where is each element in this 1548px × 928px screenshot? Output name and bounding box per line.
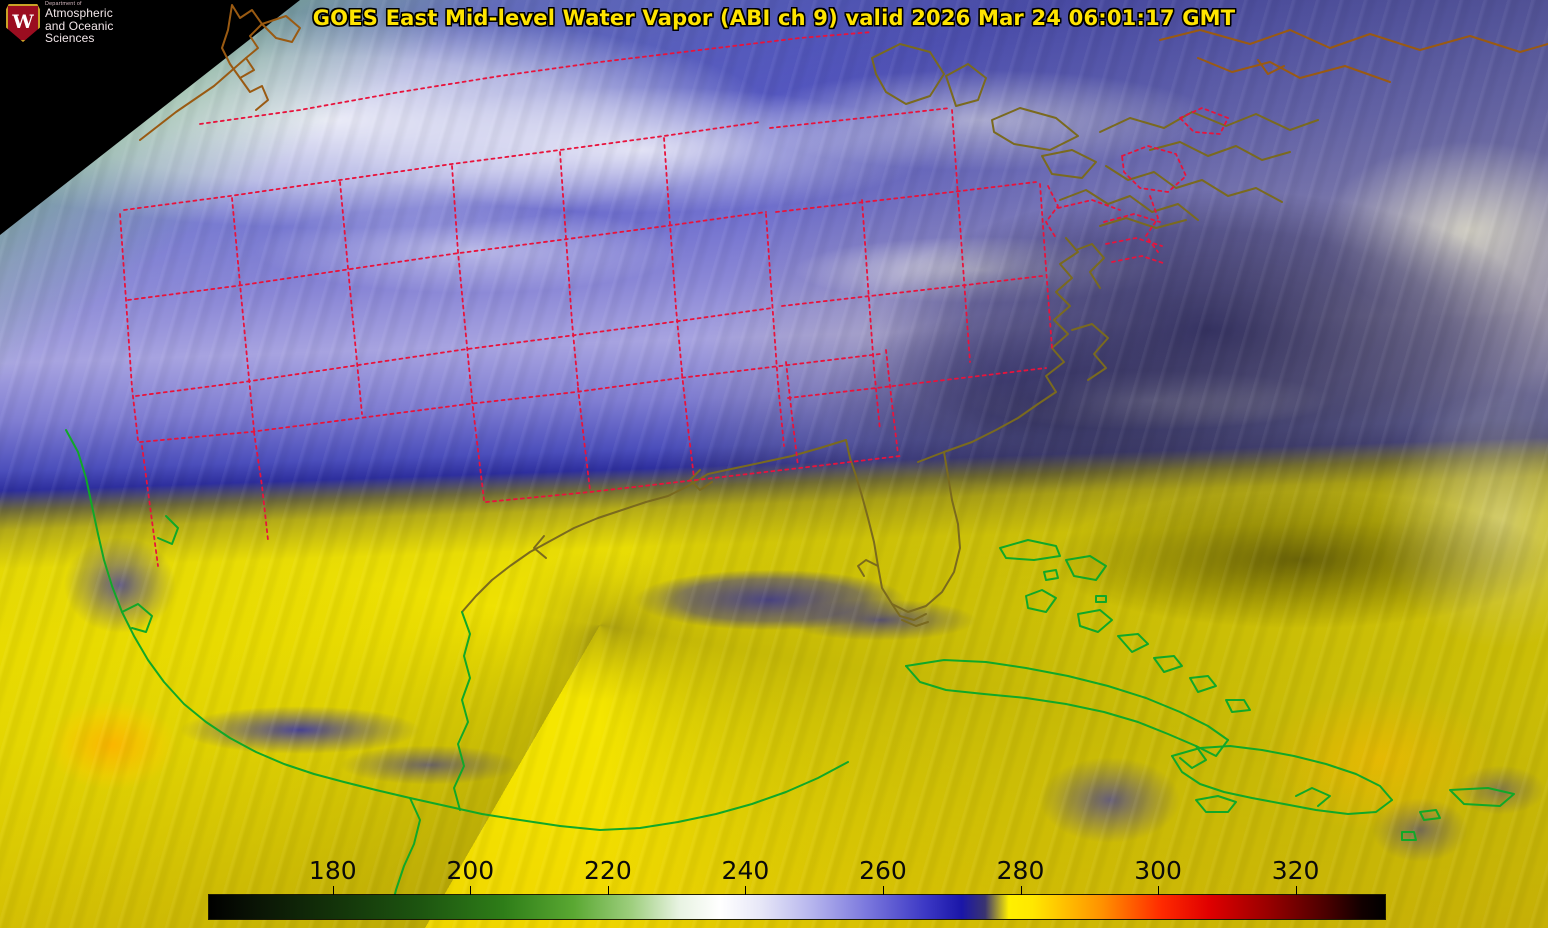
- logo-line-2: and Oceanic Sciences: [45, 18, 114, 45]
- logo-text-block: Department of Atmospheric and Oceanic Sc…: [45, 0, 162, 45]
- state-borders: [119, 31, 1229, 567]
- colorbar-tick-label: 280: [996, 856, 1045, 885]
- us-coastline: [461, 43, 1319, 627]
- colorbar-tick: [882, 886, 884, 895]
- logo-department-line: Department of: [45, 0, 82, 7]
- colorbar-tick: [1020, 886, 1022, 895]
- colorbar: 180 200 220 240 260 280 300 320: [208, 856, 1386, 920]
- uw-aos-logo: W Department of Atmospheric and Oceanic …: [0, 0, 162, 46]
- colorbar-tick: [745, 886, 747, 895]
- uw-crest-icon: W: [6, 4, 40, 42]
- colorbar-tick-label: 200: [446, 856, 495, 885]
- colorbar-tick-label: 260: [859, 856, 907, 885]
- colorbar-gradient: [208, 894, 1386, 920]
- colorbar-tick: [1158, 886, 1160, 895]
- southern-coastline: [65, 429, 1515, 915]
- logo-line-1: Atmospheric: [45, 6, 113, 21]
- colorbar-tick-label: 180: [308, 856, 357, 885]
- colorbar-tick: [1295, 886, 1297, 895]
- colorbar-tick-label: 320: [1271, 856, 1320, 885]
- colorbar-tick-label: 300: [1134, 856, 1182, 885]
- colorbar-tick: [332, 886, 334, 895]
- colorbar-tick: [470, 886, 472, 895]
- colorbar-tick-label: 220: [584, 856, 632, 885]
- colorbar-tick-label: 240: [721, 856, 770, 885]
- crest-letter: W: [12, 10, 34, 33]
- colorbar-tick: [607, 886, 609, 895]
- canada-coastline: [139, 4, 1548, 141]
